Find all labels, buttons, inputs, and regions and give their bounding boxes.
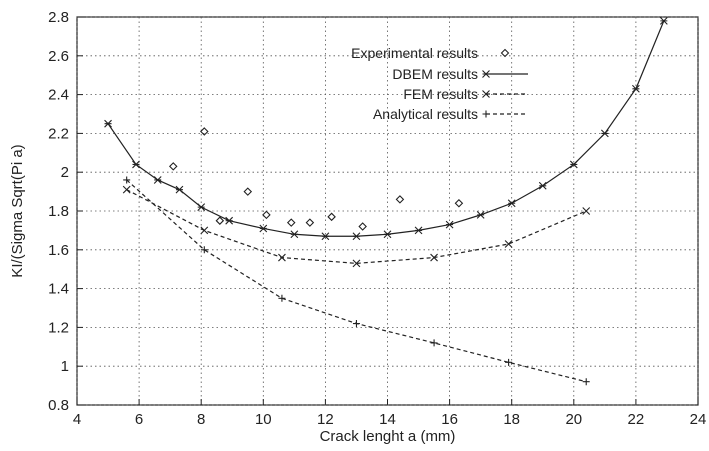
y-tick-label: 0.8 — [48, 397, 69, 414]
dbem-point — [104, 119, 112, 128]
x-tick-label: 24 — [690, 411, 707, 428]
dbem-point — [132, 160, 140, 169]
legend-marker-dbem — [482, 70, 490, 78]
dbem-point — [321, 232, 330, 241]
analytical-point — [582, 378, 590, 386]
y-tick-label: 2.2 — [48, 125, 69, 142]
legend-marker-experimental — [500, 48, 510, 58]
grid — [76, 16, 699, 406]
series-group — [104, 16, 668, 386]
legend-label-analytical: Analytical results — [373, 106, 478, 122]
x-tick-label: 14 — [379, 411, 396, 428]
x-tick-label: 22 — [628, 411, 645, 428]
analytical-point — [505, 358, 513, 366]
legend-marker-analytical — [482, 110, 490, 118]
experimental-point — [215, 216, 225, 225]
x-tick-label: 20 — [565, 411, 582, 428]
analytical-point — [200, 246, 208, 254]
dbem-point — [507, 199, 516, 208]
y-tick-label: 2 — [61, 164, 69, 181]
y-tick-label: 1 — [61, 358, 69, 375]
fem-point — [504, 240, 513, 248]
analytical-point — [352, 320, 360, 328]
x-tick-label: 16 — [441, 411, 458, 428]
y-tick-label: 1.4 — [48, 281, 69, 298]
x-tick-label: 4 — [73, 411, 81, 428]
legend-label-experimental: Experimental results — [351, 45, 478, 61]
x-tick-label: 6 — [135, 411, 143, 428]
series-experimental — [168, 127, 464, 231]
legend-label-fem: FEM results — [403, 86, 478, 102]
y-tick-label: 2.6 — [48, 48, 69, 65]
analytical-point — [430, 339, 438, 347]
x-tick-label: 8 — [197, 411, 205, 428]
y-tick-label: 1.2 — [48, 319, 69, 336]
experimental-point — [168, 162, 178, 171]
analytical-point — [278, 294, 286, 302]
fem-point — [352, 259, 361, 268]
experimental-point — [200, 127, 209, 136]
series-analytical — [123, 176, 590, 386]
legend-marker-fem — [482, 90, 490, 98]
x-tick-label: 18 — [503, 411, 520, 428]
experimental-point — [262, 210, 271, 220]
series-fem — [122, 185, 591, 268]
fem-point — [278, 253, 286, 262]
dbem-point — [290, 230, 299, 239]
dbem-point — [414, 226, 423, 235]
dbem-point — [197, 203, 206, 212]
legend-label-dbem: DBEM results — [392, 66, 478, 82]
dbem-point — [476, 210, 485, 219]
fem-point — [122, 185, 131, 194]
dbem-point — [225, 216, 234, 225]
y-tick-label: 2.8 — [48, 9, 69, 26]
analytical-point — [123, 176, 131, 184]
fem-point — [200, 226, 209, 235]
dbem-point — [153, 176, 162, 184]
dbem-point — [632, 84, 640, 93]
x-axis-label: Crack lenght a (mm) — [320, 428, 456, 445]
tick-labels: 4 6 8 10 12 14 16 18 20 22 24 0.8 1 1.2 1.4 1.6 1.8 2 2.2 2… — [48, 9, 706, 428]
y-tick-label: 2.4 — [48, 87, 69, 104]
x-tick-label: 12 — [317, 411, 334, 428]
experimental-point — [454, 198, 464, 208]
dbem-point — [445, 220, 454, 229]
experimental-point — [286, 218, 296, 227]
y-tick-label: 1.8 — [48, 203, 69, 220]
dbem-point — [259, 224, 268, 233]
experimental-point — [243, 187, 253, 196]
experimental-point — [395, 195, 405, 204]
dbem-point — [538, 181, 547, 190]
analytical-line — [126, 179, 587, 383]
fem-point — [582, 207, 591, 215]
dbem-point — [383, 230, 392, 239]
experimental-point — [327, 212, 336, 222]
series-dbem — [104, 16, 668, 241]
legend: Experimental results DBEM results FEM resu… — [351, 45, 528, 122]
x-tick-label: 10 — [255, 411, 272, 428]
experimental-point — [305, 218, 315, 227]
dbem-point — [569, 160, 578, 169]
dbem-point — [600, 129, 609, 138]
dbem-point — [352, 232, 361, 241]
experimental-point — [358, 222, 367, 231]
y-tick-label: 1.6 — [48, 242, 69, 259]
dbem-point — [659, 16, 668, 25]
y-axis-label: KI/(Sigma Sqrt(Pi a) — [9, 144, 26, 277]
fem-point — [430, 253, 438, 262]
dbem-point — [175, 185, 184, 194]
